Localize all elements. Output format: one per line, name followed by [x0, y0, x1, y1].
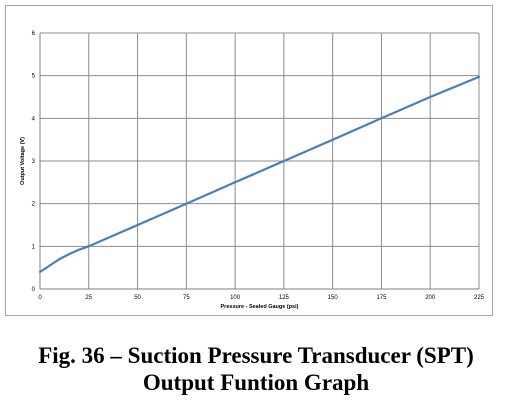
x-axis-title: Pressure - Sealed Gauge (psi) [221, 304, 299, 310]
series-line-0 [38, 75, 481, 273]
x-tick-label-0: 0 [38, 295, 42, 301]
x-tick-label-9: 225 [474, 295, 485, 301]
y-tick-label-3: 3 [32, 159, 36, 165]
x-tick-label-2: 50 [134, 295, 141, 301]
x-tick-label-4: 100 [230, 295, 241, 301]
y-axis-title: Output Voltage (V) [20, 137, 26, 185]
x-tick-label-5: 125 [279, 295, 290, 301]
line-chart: 0 25 50 75 100 125 150 175 200 225 0 1 2 3 4 5 6 Pressure… [20, 31, 485, 310]
x-tick-label-8: 200 [425, 295, 436, 301]
y-tick-label-2: 2 [32, 202, 36, 208]
x-tick-label-1: 25 [85, 295, 92, 301]
y-tick-label-4: 4 [32, 116, 36, 122]
x-tick-label-3: 75 [183, 295, 190, 301]
y-tick-label-1: 1 [32, 244, 36, 250]
y-tick-label-5: 5 [32, 74, 36, 80]
y-tick-label-6: 6 [32, 31, 36, 37]
caption-line-1: Fig. 36 – Suction Pressure Transducer (S… [38, 343, 474, 368]
x-tick-label-6: 150 [328, 295, 339, 301]
y-tick-label-0: 0 [32, 287, 36, 293]
caption-line-2: Output Funtion Graph [142, 370, 370, 395]
x-tick-label-7: 175 [376, 295, 387, 301]
figure-caption: Fig. 36 – Suction Pressure Transducer (S… [0, 342, 512, 396]
